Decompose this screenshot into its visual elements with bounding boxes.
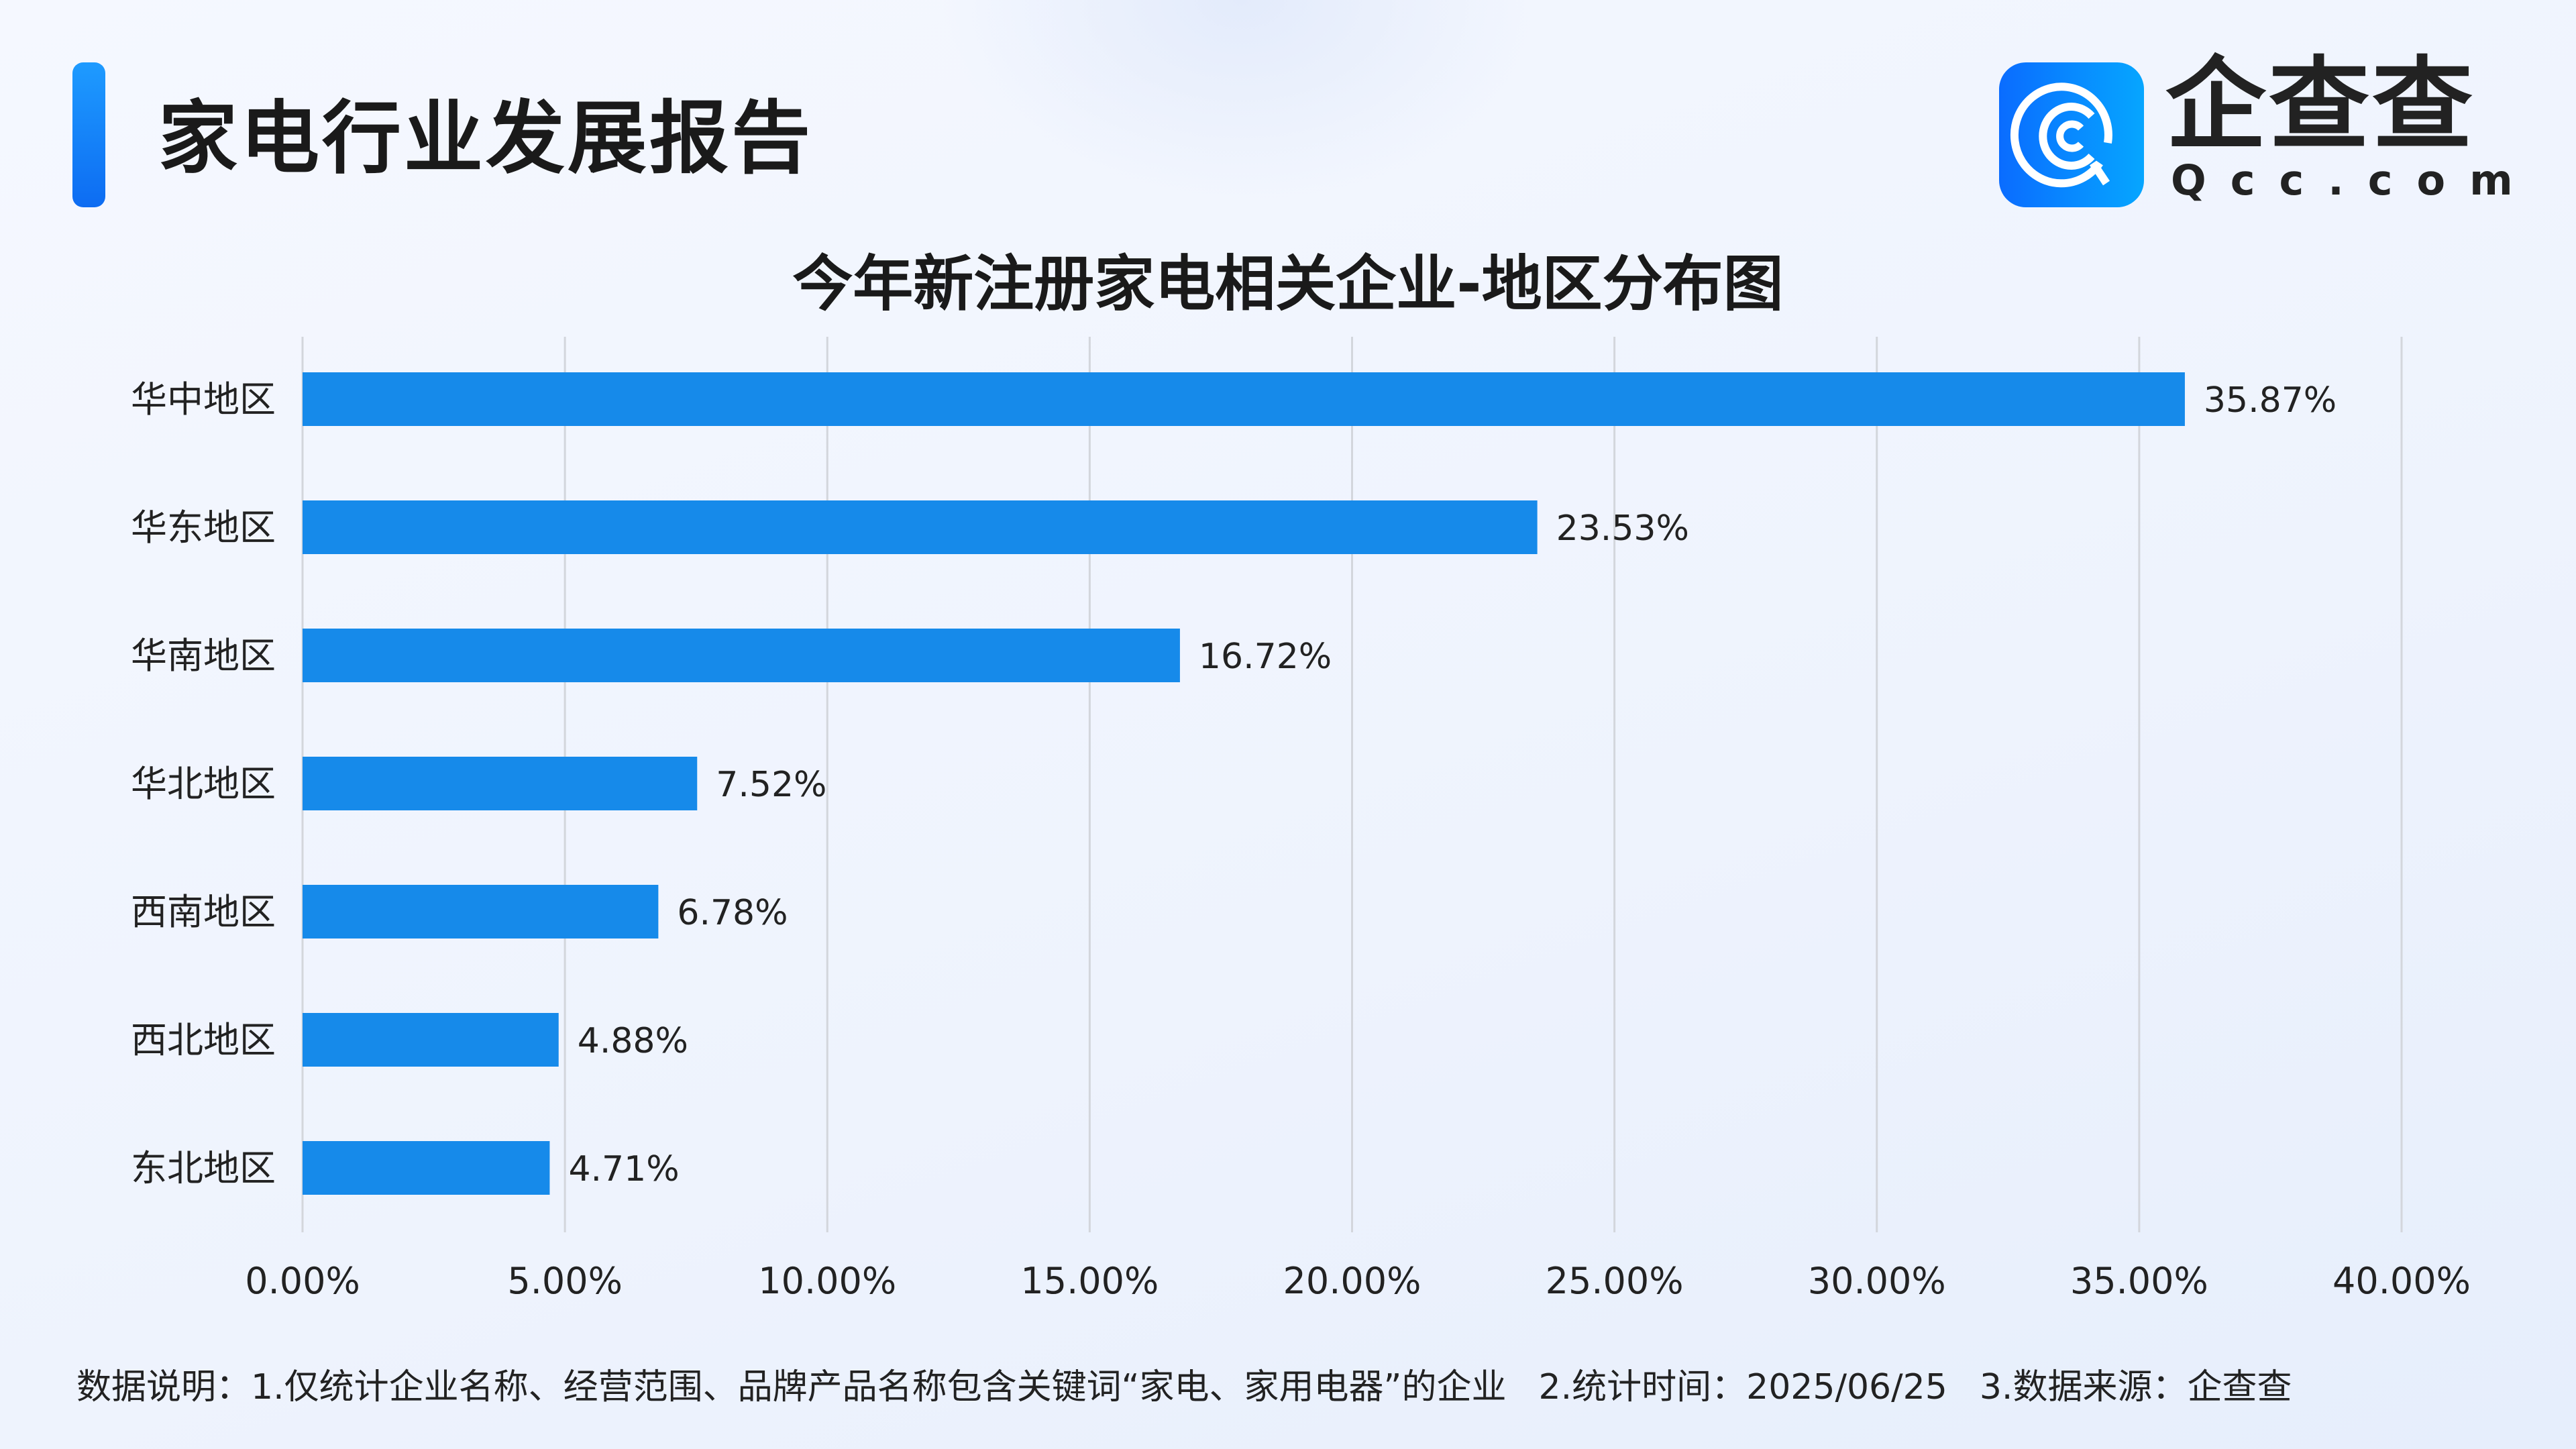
value-label: 16.72%: [1199, 637, 1332, 677]
x-tick-label: 10.00%: [758, 1260, 896, 1302]
value-label: 7.52%: [716, 765, 826, 805]
category-label: 华东地区: [131, 506, 276, 549]
value-label: 4.71%: [568, 1149, 679, 1189]
qcc-logo-text: 企查查: [2165, 47, 2476, 164]
category-label: 西南地区: [131, 891, 276, 933]
x-tick-label: 35.00%: [2070, 1260, 2208, 1302]
footer-note-scope: 数据说明：1.仅统计企业名称、经营范围、品牌产品名称包含关键词“家电、家用电器”…: [76, 1367, 1507, 1407]
category-label: 东北地区: [131, 1147, 276, 1189]
x-tick-label: 30.00%: [1808, 1260, 1946, 1302]
footer-note-source: 3.数据来源：企查查: [1979, 1367, 2292, 1407]
x-tick-label: 0.00%: [245, 1260, 360, 1302]
footer-note-date: 2.统计时间：2025/06/25: [1538, 1367, 1947, 1407]
x-tick-label: 25.00%: [1546, 1260, 1684, 1302]
qcc-logo-domain: Qcc.com: [2171, 156, 2537, 205]
chart-title: 今年新注册家电相关企业-地区分布图: [792, 249, 1784, 319]
qcc-logo-icon: [1999, 62, 2144, 207]
value-label: 6.78%: [677, 893, 788, 933]
bar: [303, 1013, 559, 1067]
x-tick-label: 15.00%: [1020, 1260, 1159, 1302]
value-label: 35.87%: [2204, 380, 2337, 421]
page-title: 家电行业发展报告: [158, 92, 814, 184]
bar: [303, 372, 2185, 426]
footer-notes: 数据说明：1.仅统计企业名称、经营范围、品牌产品名称包含关键词“家电、家用电器”…: [76, 1358, 2324, 1409]
category-label: 华中地区: [131, 378, 276, 421]
x-tick-label: 40.00%: [2332, 1260, 2471, 1302]
category-label: 华南地区: [131, 635, 276, 677]
category-label: 华北地区: [131, 763, 276, 805]
bar: [303, 629, 1180, 682]
title-accent-bar: [72, 62, 105, 207]
value-label: 23.53%: [1556, 508, 1689, 549]
x-tick-label: 5.00%: [507, 1260, 623, 1302]
category-label: 西北地区: [131, 1019, 276, 1061]
x-tick-label: 20.00%: [1283, 1260, 1421, 1302]
value-label: 4.88%: [578, 1021, 688, 1061]
bar: [303, 885, 659, 938]
bar: [303, 757, 698, 810]
bar: [303, 1141, 550, 1195]
bar: [303, 500, 1538, 554]
